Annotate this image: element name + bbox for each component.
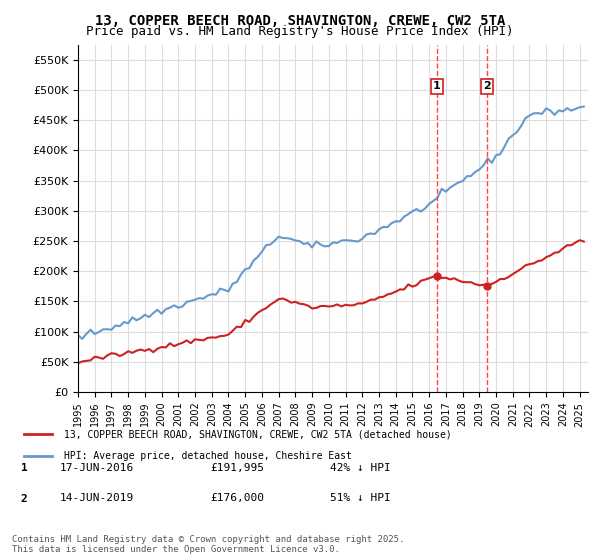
Text: 42% ↓ HPI: 42% ↓ HPI <box>330 463 391 473</box>
Text: 13, COPPER BEECH ROAD, SHAVINGTON, CREWE, CW2 5TA (detached house): 13, COPPER BEECH ROAD, SHAVINGTON, CREWE… <box>64 429 452 439</box>
Text: HPI: Average price, detached house, Cheshire East: HPI: Average price, detached house, Ches… <box>64 451 352 461</box>
Text: 17-JUN-2016: 17-JUN-2016 <box>60 463 134 473</box>
Text: 13, COPPER BEECH ROAD, SHAVINGTON, CREWE, CW2 5TA: 13, COPPER BEECH ROAD, SHAVINGTON, CREWE… <box>95 14 505 28</box>
Text: 14-JUN-2019: 14-JUN-2019 <box>60 493 134 503</box>
Text: 1: 1 <box>433 81 441 91</box>
Text: 2: 2 <box>483 81 491 91</box>
Text: £191,995: £191,995 <box>210 463 264 473</box>
Text: 51% ↓ HPI: 51% ↓ HPI <box>330 493 391 503</box>
Text: £176,000: £176,000 <box>210 493 264 503</box>
Text: 2: 2 <box>20 494 28 503</box>
Text: 1: 1 <box>20 463 28 473</box>
Text: Contains HM Land Registry data © Crown copyright and database right 2025.
This d: Contains HM Land Registry data © Crown c… <box>12 535 404 554</box>
Text: Price paid vs. HM Land Registry's House Price Index (HPI): Price paid vs. HM Land Registry's House … <box>86 25 514 38</box>
